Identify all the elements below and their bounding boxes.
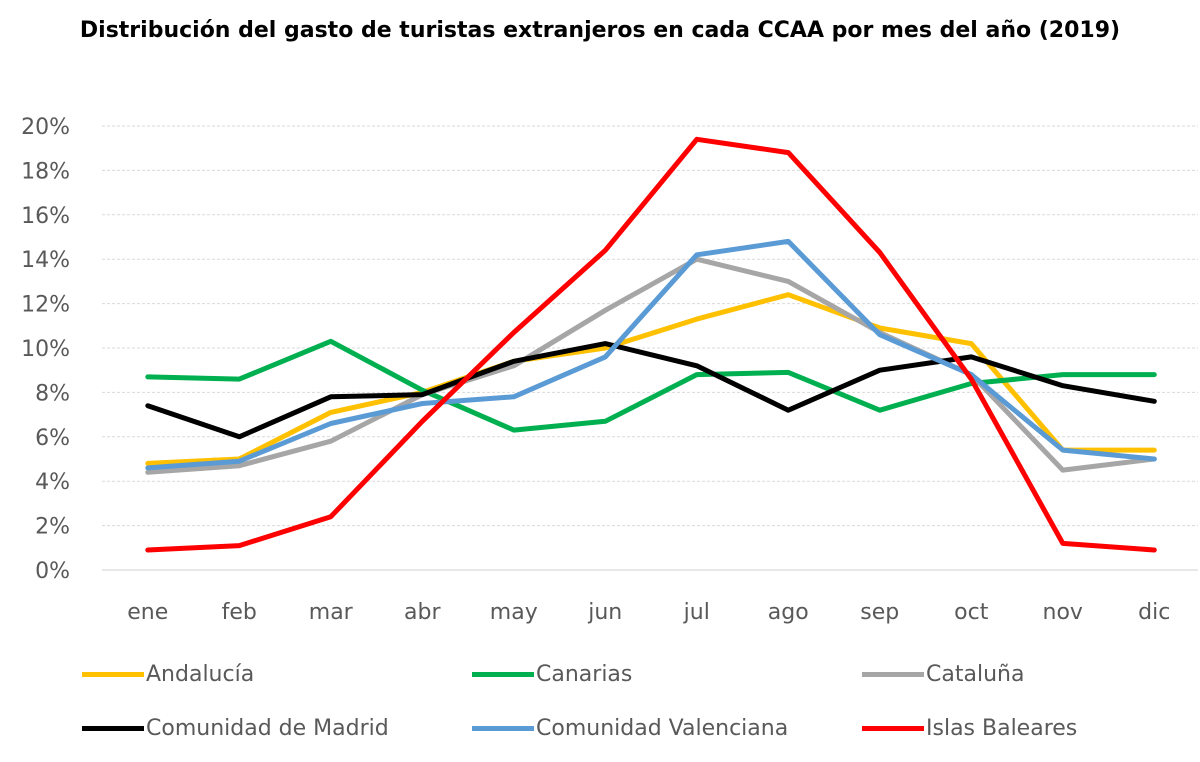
x-axis-tick-labels: ene feb mar abr may jun jul ago sep oct nov dic [127, 600, 1170, 625]
y-tick-label: 12% [21, 293, 70, 318]
x-tick-label: jul [683, 600, 710, 625]
y-tick-label: 6% [35, 426, 70, 451]
y-tick-label: 18% [21, 159, 70, 184]
y-tick-label: 20% [21, 115, 70, 140]
y-tick-label: 10% [21, 337, 70, 362]
y-tick-label: 2% [35, 515, 70, 540]
legend-swatch [472, 725, 534, 731]
x-tick-label: ago [768, 600, 809, 625]
y-axis-tick-labels: 0% 2% 4% 6% 8% 10% 12% 14% 16% 18% 20% [21, 115, 70, 584]
legend-swatch [862, 725, 924, 731]
legend-label: Andalucía [146, 661, 255, 687]
legend-item: Islas Baleares [862, 708, 1077, 748]
legend-item: Canarias [472, 654, 632, 694]
y-tick-label: 4% [35, 470, 70, 495]
x-tick-label: nov [1043, 600, 1083, 625]
legend-swatch [82, 725, 144, 731]
legend-item: Comunidad de Madrid [82, 708, 389, 748]
series-line-comunidad-valenciana [145, 238, 1157, 471]
y-tick-label: 0% [35, 559, 70, 584]
legend-label: Comunidad de Madrid [146, 715, 389, 741]
series-line-canarias [145, 338, 1157, 433]
legend-label: Comunidad Valenciana [536, 715, 789, 741]
series-line-islas-baleares [145, 136, 1157, 553]
legend-label: Cataluña [926, 661, 1025, 687]
legend-item: Andalucía [82, 654, 254, 694]
y-tick-label: 16% [21, 204, 70, 229]
legend-label: Canarias [536, 661, 633, 687]
series-lines [145, 136, 1157, 553]
series-line-cataluna [145, 256, 1157, 475]
x-tick-label: abr [404, 600, 441, 625]
x-tick-label: jun [587, 600, 622, 625]
legend-swatch [472, 671, 534, 677]
legend: Andalucía Canarias Cataluña Comunidad de Ma… [0, 650, 1200, 760]
y-tick-label: 8% [35, 381, 70, 406]
x-tick-label: ene [127, 600, 168, 625]
legend-item: Cataluña [862, 654, 1024, 694]
legend-swatch [82, 671, 144, 677]
x-tick-label: feb [222, 600, 257, 625]
legend-item: Comunidad Valenciana [472, 708, 788, 748]
x-tick-label: mar [309, 600, 354, 625]
series-line-comunidad-de-madrid [145, 341, 1157, 440]
x-tick-label: oct [954, 600, 989, 625]
x-tick-label: dic [1138, 600, 1170, 625]
legend-label: Islas Baleares [926, 715, 1078, 741]
x-tick-label: may [490, 600, 538, 625]
line-chart: 0% 2% 4% 6% 8% 10% 12% 14% 16% 18% 20% ene feb mar ab… [21, 115, 1198, 625]
chart-title: Distribución del gasto de turistas extra… [79, 18, 1121, 43]
x-tick-label: sep [860, 600, 899, 625]
legend-swatch [862, 671, 924, 677]
y-tick-label: 14% [21, 248, 70, 273]
